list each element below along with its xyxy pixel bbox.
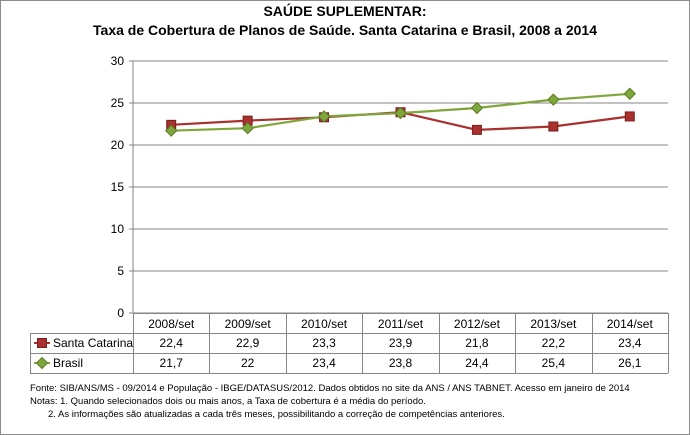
data-label: 22	[241, 356, 255, 370]
y-tick-label: 30	[111, 54, 125, 68]
data-label: 21,7	[160, 356, 184, 370]
data-point	[470, 101, 484, 115]
data-label: 23,4	[618, 336, 642, 350]
data-label: 26,1	[618, 356, 642, 370]
data-point	[165, 124, 178, 137]
data-point	[624, 111, 635, 122]
data-point	[471, 124, 482, 135]
x-tick-label: 2012/set	[454, 317, 501, 331]
data-label: 22,4	[160, 336, 184, 350]
data-label: 23,3	[312, 336, 336, 350]
data-point	[548, 121, 559, 132]
note-2: 2. As informações são atualizadas a cada…	[48, 409, 505, 420]
source-note: Fonte: SIB/ANS/MS - 09/2014 e População …	[30, 383, 630, 394]
note-1: Notas: 1. Quando selecionados dois ou ma…	[30, 396, 426, 407]
legend-marker	[37, 338, 47, 348]
y-tick-label: 20	[111, 138, 125, 152]
data-point	[241, 121, 254, 135]
x-tick-label: 2009/set	[225, 317, 272, 331]
data-label: 25,4	[542, 356, 566, 370]
x-tick-label: 2011/set	[378, 317, 424, 331]
chart-notes: Fonte: SIB/ANS/MS - 09/2014 e População …	[30, 382, 630, 421]
y-tick-label: 5	[117, 264, 124, 278]
data-label: 23,4	[312, 356, 336, 370]
data-point	[547, 93, 560, 106]
legend-label: Brasil	[53, 356, 83, 370]
legend-marker	[35, 356, 49, 370]
data-point	[317, 110, 331, 123]
data-point	[623, 87, 636, 100]
y-tick-label: 10	[111, 222, 125, 236]
data-label: 23,9	[389, 336, 413, 350]
data-point	[394, 106, 407, 120]
data-label: 22,2	[542, 336, 566, 350]
legend-label: Santa Catarina	[53, 336, 133, 350]
data-label: 21,8	[465, 336, 489, 350]
x-tick-label: 2008/set	[148, 317, 195, 331]
y-tick-label: 25	[111, 96, 125, 110]
y-tick-label: 0	[117, 306, 124, 320]
data-label: 22,9	[236, 336, 260, 350]
x-tick-label: 2013/set	[530, 317, 577, 331]
x-tick-label: 2014/set	[607, 317, 654, 331]
data-label: 24,4	[465, 356, 489, 370]
y-tick-label: 15	[111, 180, 125, 194]
chart-title: SAÚDE SUPLEMENTAR:	[263, 3, 427, 19]
data-label: 23,8	[389, 356, 413, 370]
x-tick-label: 2010/set	[301, 317, 348, 331]
chart-subtitle: Taxa de Cobertura de Planos de Saúde. Sa…	[93, 22, 597, 38]
